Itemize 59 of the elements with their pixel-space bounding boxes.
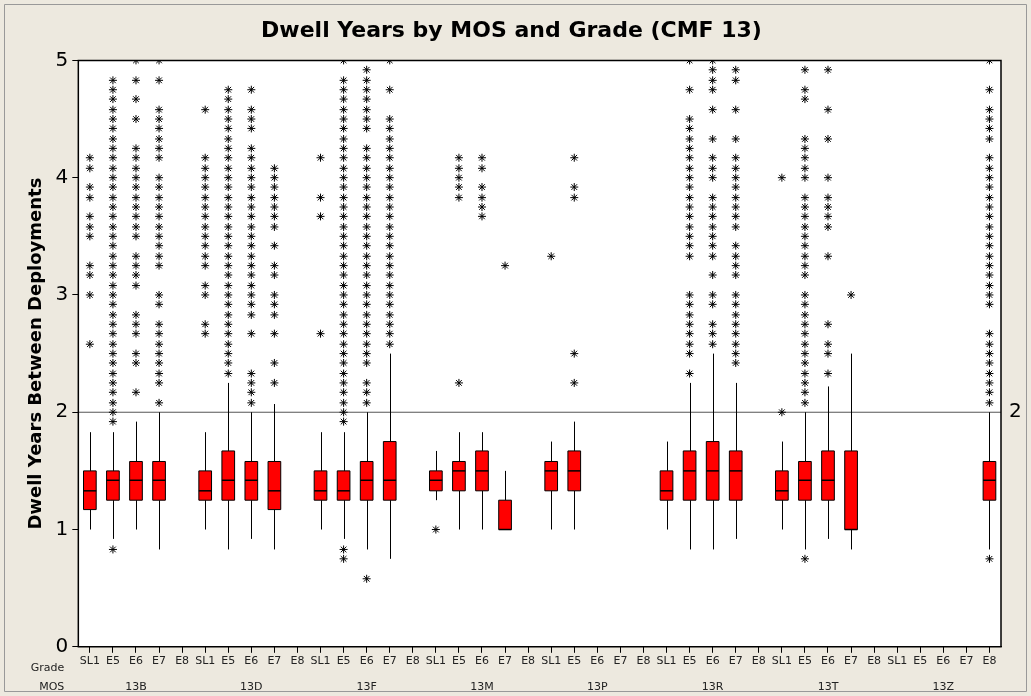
x-tick-label: E7 [728, 654, 743, 668]
text: 13M [470, 679, 494, 693]
x-tick-label: E5 [682, 654, 697, 668]
text: 13T [817, 679, 839, 693]
y-tick-label: 5 [55, 46, 69, 71]
x-tick-label: E6 [936, 654, 951, 668]
y-tick-label: 1 [55, 515, 69, 540]
x-tick-label: E5 [451, 654, 466, 668]
x-tick-label: E7 [613, 654, 628, 668]
x-tick-label: E7 [267, 654, 282, 668]
x-tick-label: E6 [705, 654, 720, 668]
y-tick-label: 0 [55, 633, 69, 657]
x-tick-label: E8 [982, 654, 997, 668]
x-tick-label: E8 [175, 654, 190, 668]
x-tick-label: E5 [913, 654, 928, 668]
ref-line-label: 2 [1009, 398, 1022, 423]
x-tick-label: E5 [567, 654, 582, 668]
x-tick-label: SL1 [771, 654, 792, 668]
x-tick-label: E6 [359, 654, 374, 668]
x-tick-label: E5 [105, 654, 120, 668]
x-tick-label: E6 [475, 654, 489, 668]
x-tick-label: E5 [221, 654, 236, 668]
x-tick-label: E5 [336, 654, 351, 668]
text: 13D [240, 679, 263, 693]
text: MOS [39, 679, 65, 693]
x-tick-label: E6 [590, 654, 605, 668]
x-tick-label: E7 [152, 654, 167, 668]
x-tick-label: E6 [129, 654, 143, 668]
x-tick-label: SL1 [425, 654, 446, 668]
x-tick-label: E8 [751, 654, 766, 668]
text: 13P [587, 679, 609, 693]
text: 13R [701, 679, 724, 693]
x-tick-label: E8 [405, 654, 420, 668]
x-tick-label: SL1 [79, 654, 100, 668]
x-tick-label: E6 [244, 654, 259, 668]
x-tick-label: SL1 [195, 654, 216, 668]
text: Grade [30, 660, 65, 674]
y-tick-label: 2 [55, 398, 69, 423]
x-tick-label: SL1 [541, 654, 562, 668]
x-tick-label: SL1 [887, 654, 908, 668]
x-tick-label: E8 [290, 654, 305, 668]
x-tick-label: SL1 [310, 654, 331, 668]
text: 13B [125, 679, 147, 693]
text: 13Z [932, 679, 955, 693]
x-tick-label: SL1 [656, 654, 677, 668]
x-tick-label: E8 [636, 654, 651, 668]
x-tick-label: E8 [867, 654, 882, 668]
x-tick-label: E5 [797, 654, 812, 668]
y-axis-title: Dwell Years Between Deployments [24, 177, 46, 530]
y-tick-label: 3 [55, 281, 69, 306]
text: 13F [356, 679, 377, 693]
x-tick-label: E7 [382, 654, 397, 668]
x-tick-label: E6 [821, 654, 835, 668]
x-tick-label: E7 [844, 654, 859, 668]
chart-title: Dwell Years by MOS and Grade (CMF 13) [261, 16, 762, 42]
x-tick-label: E7 [959, 654, 974, 668]
x-tick-label: E8 [521, 654, 536, 668]
y-tick-label: 4 [55, 163, 69, 188]
x-tick-label: E7 [498, 654, 513, 668]
